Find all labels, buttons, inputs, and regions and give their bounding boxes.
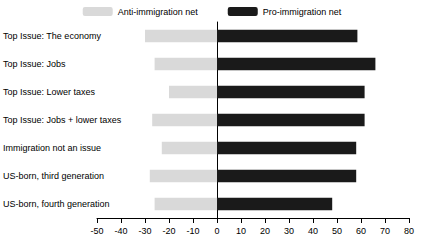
svg-text:-20: -20 [162,226,175,236]
svg-text:Anti-immigration net: Anti-immigration net [118,7,199,17]
svg-text:-30: -30 [138,226,151,236]
svg-text:10: 10 [236,226,246,236]
svg-text:50: 50 [332,226,342,236]
svg-text:0: 0 [214,226,219,236]
svg-text:-10: -10 [186,226,199,236]
svg-text:Pro-immigration net: Pro-immigration net [263,7,342,17]
svg-text:Top Issue: The economy: Top Issue: The economy [3,31,101,41]
svg-text:-40: -40 [114,226,127,236]
svg-text:70: 70 [380,226,390,236]
svg-text:Immigration not an issue: Immigration not an issue [3,143,101,153]
svg-text:Top Issue: Jobs + lower taxes: Top Issue: Jobs + lower taxes [3,115,122,125]
svg-text:20: 20 [260,226,270,236]
svg-text:-50: -50 [90,226,103,236]
svg-text:80: 80 [404,226,414,236]
svg-text:60: 60 [356,226,366,236]
svg-text:30: 30 [284,226,294,236]
svg-text:40: 40 [308,226,318,236]
svg-text:Top Issue: Jobs: Top Issue: Jobs [3,59,66,69]
svg-text:US-born, fourth generation: US-born, fourth generation [3,199,110,209]
svg-text:Top Issue: Lower taxes: Top Issue: Lower taxes [3,87,96,97]
svg-text:US-born, third generation: US-born, third generation [3,171,104,181]
